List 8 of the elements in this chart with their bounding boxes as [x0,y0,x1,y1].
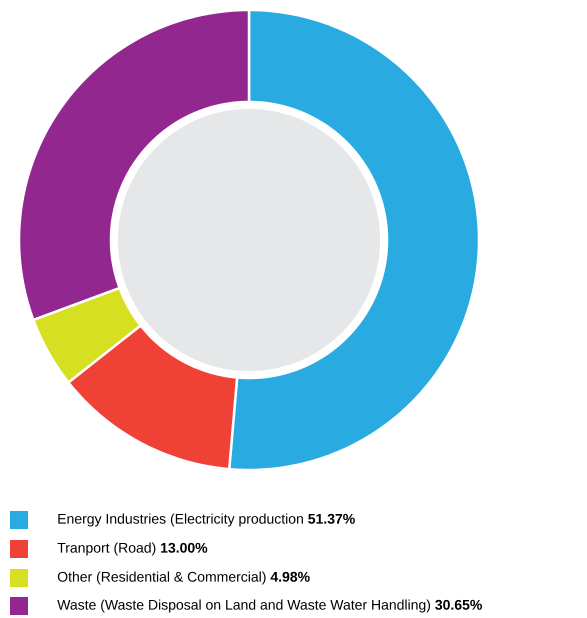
data-label: 4.98% [270,572,310,582]
legend-label: Tranport (Road) [58,542,156,556]
data-label: 51.37% [308,514,355,524]
legend-label: Waste (Waste Disposal on Land and Waste Water Handling) [57,599,430,613]
data-label: 30.65% [435,600,482,610]
legend-label: Other (Residential & Commercial) [58,571,266,585]
legend-label: Energy Industries (Electricity production [58,513,303,527]
data-label: 13.00% [161,542,208,553]
